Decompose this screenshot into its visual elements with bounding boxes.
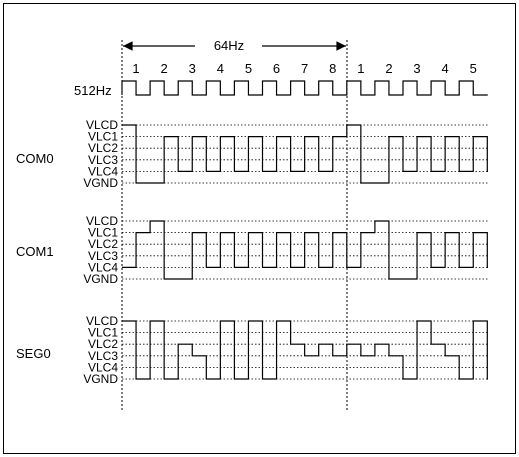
slot-number: 4 [217, 61, 224, 76]
level-label: VLC1 [88, 226, 118, 240]
slot-number: 1 [357, 61, 364, 76]
slot-number: 7 [301, 61, 308, 76]
level-label: VLCD [86, 214, 118, 228]
slot-number: 2 [385, 61, 392, 76]
slot-number-row: 1 2 3 4 5 6 7 8 1 2 3 4 5 [132, 61, 476, 76]
period-label: 64Hz [214, 38, 244, 53]
seg0-label: SEG0 [16, 346, 51, 361]
level-label: VLC3 [88, 153, 118, 167]
level-label: VLC2 [88, 141, 118, 155]
level-label: VLC4 [88, 360, 118, 374]
level-label: VLC1 [88, 326, 118, 340]
level-label: VLC4 [88, 260, 118, 274]
diagram-frame [3, 3, 516, 454]
slot-number: 1 [132, 61, 139, 76]
slot-number: 2 [161, 61, 168, 76]
clock-label: 512Hz [74, 83, 112, 98]
level-label: VGND [83, 372, 118, 386]
level-label: VLC3 [88, 349, 118, 363]
level-label: VLC2 [88, 337, 118, 351]
seg0-waveform [122, 320, 488, 380]
com0-waveform [122, 124, 488, 184]
slot-number: 8 [329, 61, 336, 76]
slot-number: 3 [189, 61, 196, 76]
level-label: VLC4 [88, 164, 118, 178]
level-label: VGND [83, 176, 118, 190]
slot-number: 3 [413, 61, 420, 76]
level-label: VLCD [86, 314, 118, 328]
slot-number: 4 [442, 61, 449, 76]
clock-row: 512Hz [74, 80, 488, 98]
com0-label: COM0 [16, 151, 54, 166]
level-label: VLC3 [88, 249, 118, 263]
com1-waveform [122, 220, 488, 280]
com1-label: COM1 [16, 244, 54, 259]
level-label: VLC2 [88, 237, 118, 251]
level-label: VLCD [86, 118, 118, 132]
slot-number: 5 [245, 61, 252, 76]
clock-waveform [121, 80, 488, 96]
slot-number: 5 [470, 61, 477, 76]
period-arrow: 64Hz [123, 38, 346, 53]
slot-number: 6 [273, 61, 280, 76]
level-label: VLC1 [88, 130, 118, 144]
level-label: VGND [83, 272, 118, 286]
